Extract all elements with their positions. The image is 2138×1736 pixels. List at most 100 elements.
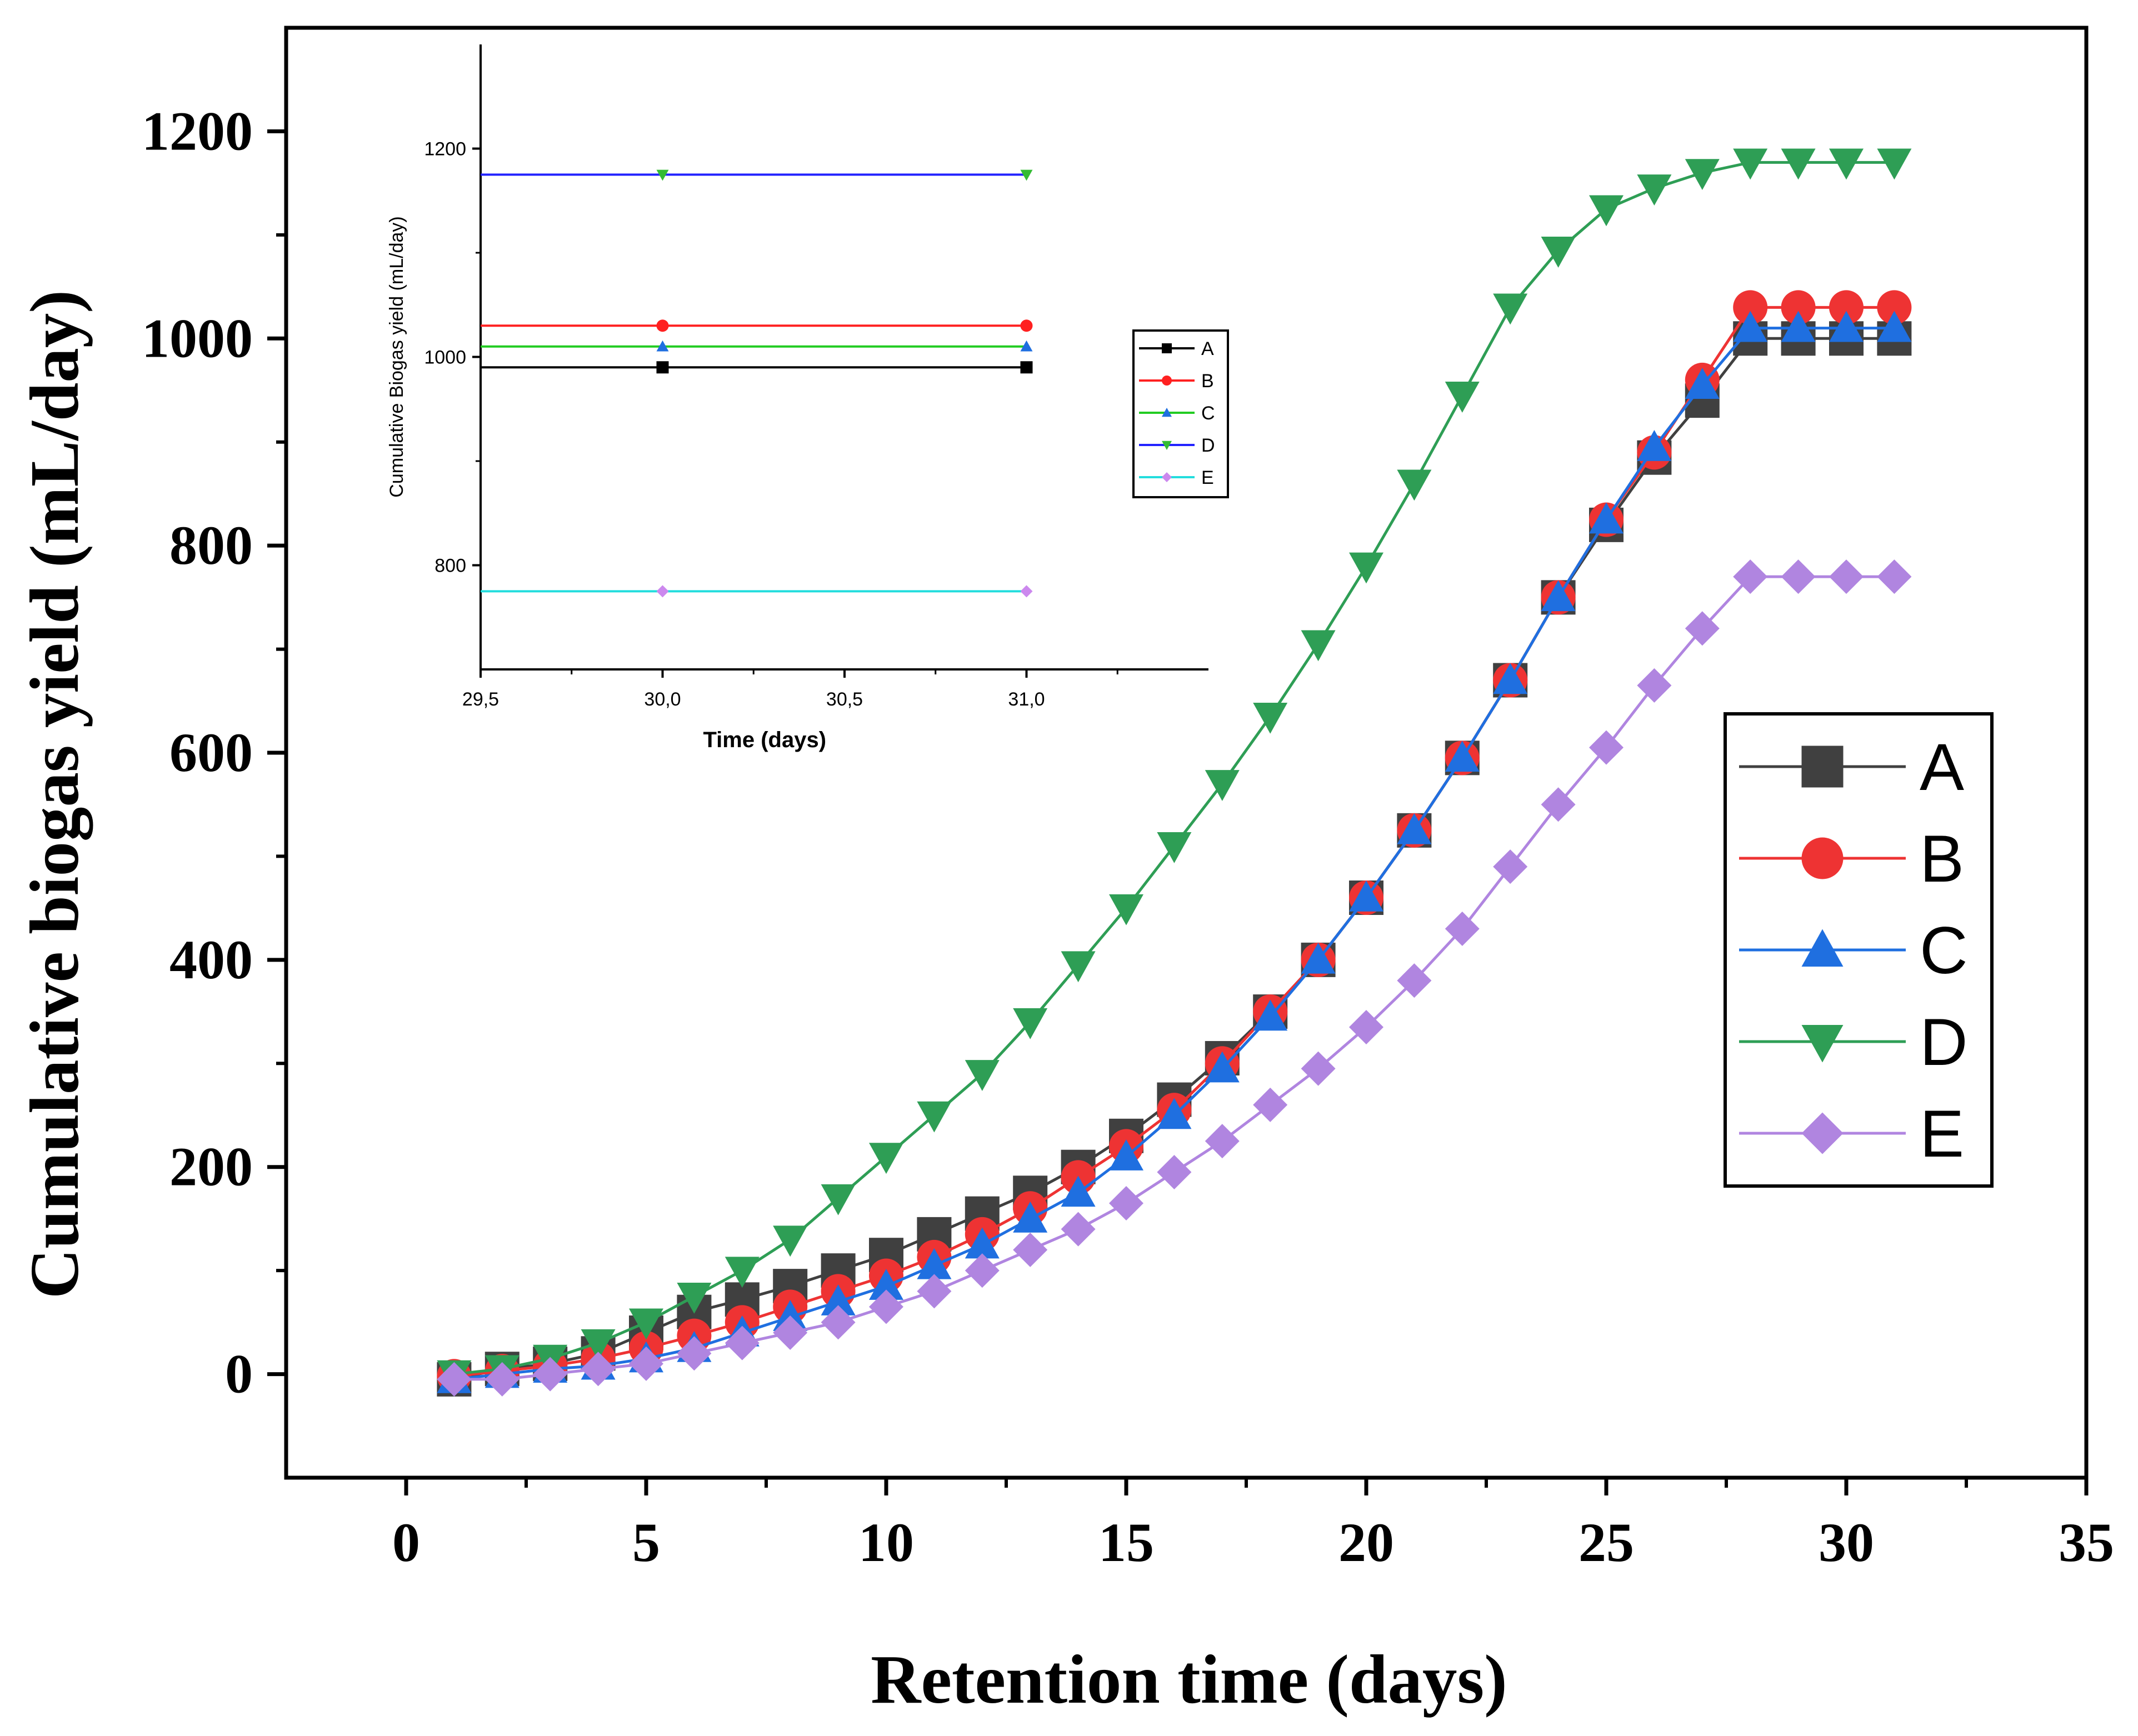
series-D-point [1637, 174, 1672, 206]
inset-legend-label: A [1201, 338, 1214, 359]
inset-series-A-point [656, 361, 669, 374]
series-C-point [1349, 880, 1383, 912]
inset-y-tick-label: 1000 [424, 347, 466, 368]
series-C-point [1157, 1098, 1192, 1129]
series-E-point [1541, 787, 1576, 822]
y-tick-label: 200 [169, 1136, 253, 1198]
x-tick-label: 30 [1819, 1512, 1874, 1573]
series-C-point [1733, 311, 1768, 342]
main-legend-item-C: C [1739, 913, 1968, 988]
legend-marker [1801, 746, 1844, 788]
inset-legend-marker [1162, 408, 1172, 417]
main-legend-item-D: D [1739, 1005, 1968, 1079]
series-E [437, 559, 1912, 1397]
inset-y-axis-label: Cumulative Biogas yield (mL/day) [386, 216, 407, 497]
inset-legend-item-B: B [1139, 371, 1214, 392]
main-y-axis-label: Cumulative biogas yield (mL/day) [17, 290, 93, 1299]
y-tick-label: 600 [169, 722, 253, 783]
series-E-point [437, 1362, 472, 1397]
y-tick-label: 400 [169, 929, 253, 990]
inset-legend-label: B [1201, 371, 1214, 392]
series-B-point [1781, 290, 1816, 325]
main-legend-item-E: E [1739, 1097, 1964, 1171]
inset-series-B-point [1020, 319, 1033, 332]
series-E-point [1781, 559, 1816, 594]
series-D-point [1253, 702, 1288, 734]
main-legend-item-A: A [1739, 730, 1964, 804]
inset-legend-item-E: E [1139, 467, 1214, 488]
inset-legend-marker [1162, 472, 1172, 482]
series-D-point [869, 1143, 903, 1174]
series-E-point [1877, 559, 1912, 594]
inset-legend-item-A: A [1139, 338, 1214, 359]
series-E-point [1301, 1051, 1336, 1086]
inset-series-A [481, 361, 1033, 374]
series-E-point [1637, 668, 1672, 703]
y-tick-label: 800 [169, 514, 253, 576]
series-D-point [1397, 469, 1432, 501]
inset-x-tick-label: 30,0 [644, 689, 681, 710]
main-series-group [437, 148, 1912, 1397]
legend-marker [1801, 1112, 1844, 1154]
series-E-point [533, 1357, 568, 1392]
series-C-point [1061, 1175, 1096, 1207]
inset-legend-label: D [1201, 435, 1215, 456]
x-tick-label: 20 [1338, 1512, 1394, 1573]
series-D-point [1157, 832, 1192, 863]
series-E-point [1205, 1124, 1240, 1159]
inset-series-B [481, 319, 1033, 332]
series-E-point [1589, 730, 1624, 765]
inset-y-tick-label: 800 [434, 556, 466, 577]
series-C-point [1397, 813, 1432, 844]
inset-x-tick-label: 31,0 [1008, 689, 1045, 710]
series-C-point [1829, 311, 1864, 342]
inset-legend-label: E [1201, 467, 1214, 488]
inset-series-E [481, 585, 1033, 598]
series-C-point [1493, 663, 1528, 694]
series-C-point [1589, 502, 1624, 534]
inset-legend-item-D: D [1139, 435, 1215, 456]
inset-x-axis-label: Time (days) [703, 728, 826, 752]
series-C-point [869, 1269, 903, 1300]
series-C-point [1205, 1051, 1240, 1083]
legend-label: C [1920, 913, 1968, 988]
series-E-point [1685, 611, 1720, 646]
series-B-point [1829, 290, 1864, 325]
x-tick-label: 25 [1578, 1512, 1634, 1573]
inset-series-B-point [656, 319, 669, 332]
inset-legend-marker [1162, 376, 1172, 386]
series-E-point [484, 1362, 519, 1397]
series-D-point [1061, 951, 1096, 983]
series-D-point [1493, 293, 1528, 325]
series-D-point [1877, 148, 1912, 180]
inset-series-D [481, 169, 1033, 181]
x-tick-label: 15 [1098, 1512, 1154, 1573]
series-D-point [773, 1225, 808, 1257]
inset-legend-label: C [1201, 403, 1215, 424]
legend-label: A [1920, 730, 1964, 804]
series-D-point [917, 1101, 952, 1133]
legend-label: D [1920, 1005, 1968, 1079]
inset-series-E-point [1020, 585, 1033, 598]
inset-series-E-point [656, 585, 669, 598]
series-D-point [1205, 770, 1240, 801]
series-C-point [1637, 430, 1672, 461]
series-D-point [1685, 159, 1720, 190]
series-E-point [1445, 911, 1480, 946]
series-D-point [677, 1282, 712, 1314]
inset-series-C [481, 340, 1033, 352]
series-E-point [965, 1253, 1000, 1288]
series-E-point [1253, 1087, 1288, 1122]
series-B-point [1877, 290, 1912, 325]
series-E-point [1733, 559, 1768, 594]
series-C-point [1781, 311, 1816, 342]
series-E-point [1013, 1232, 1048, 1267]
series-E-point [1349, 1010, 1383, 1045]
series-C-point [1541, 580, 1576, 612]
series-E-point [581, 1352, 616, 1387]
series-C-point [821, 1284, 856, 1315]
series-C-point [1445, 741, 1480, 772]
inset-x-tick-label: 29,5 [462, 689, 499, 710]
